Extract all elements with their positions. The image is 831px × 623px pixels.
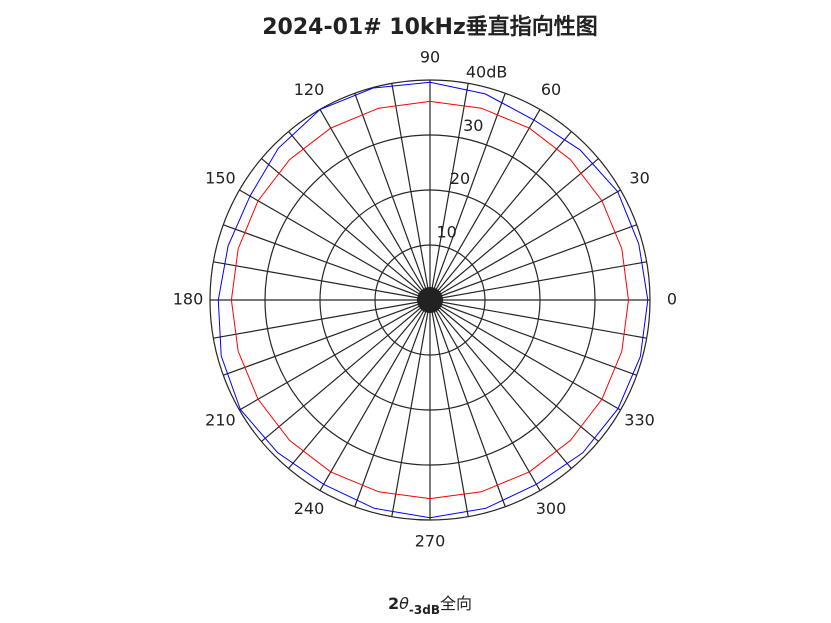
r-tick-label: 40dB (466, 62, 508, 81)
theta-tick-label: 210 (205, 411, 236, 430)
ring (374, 244, 486, 356)
theta-tick-label: 180 (173, 290, 204, 309)
theta-tick-label: 270 (415, 532, 446, 551)
ring (209, 79, 651, 521)
theta-tick-label: 240 (294, 499, 325, 518)
r-tick-label: 30 (463, 116, 483, 135)
r-tick-label: 20 (450, 169, 470, 188)
theta-tick-label: 90 (420, 48, 440, 67)
footer-theta: θ (399, 594, 409, 613)
series-curve (230, 100, 630, 500)
theta-tick-label: 60 (541, 80, 561, 99)
ring (264, 134, 596, 466)
ring (319, 189, 541, 411)
center-hub (417, 287, 443, 313)
theta-tick-label: 330 (624, 411, 655, 430)
theta-tick-label: 30 (629, 169, 649, 188)
footer-base: 2 (388, 594, 399, 613)
chart-title: 2024-01# 10kHz垂直指向性图 (262, 14, 598, 40)
grid: 10 20 30 40dB 0 30 60 90 120 150 180 210 240 270 300 33… (173, 48, 677, 551)
series-curve (217, 81, 649, 519)
footer-suffix: 全向 (440, 594, 472, 613)
theta-tick-label: 120 (294, 80, 325, 99)
theta-tick-label: 150 (205, 169, 236, 188)
curves (217, 81, 649, 519)
theta-tick-label: 300 (536, 499, 567, 518)
footer-sub: -3dB (409, 603, 440, 617)
theta-tick-label: 0 (667, 290, 677, 309)
r-tick-label: 10 (437, 223, 457, 242)
footer: 2θ-3dB全向 (388, 594, 472, 617)
